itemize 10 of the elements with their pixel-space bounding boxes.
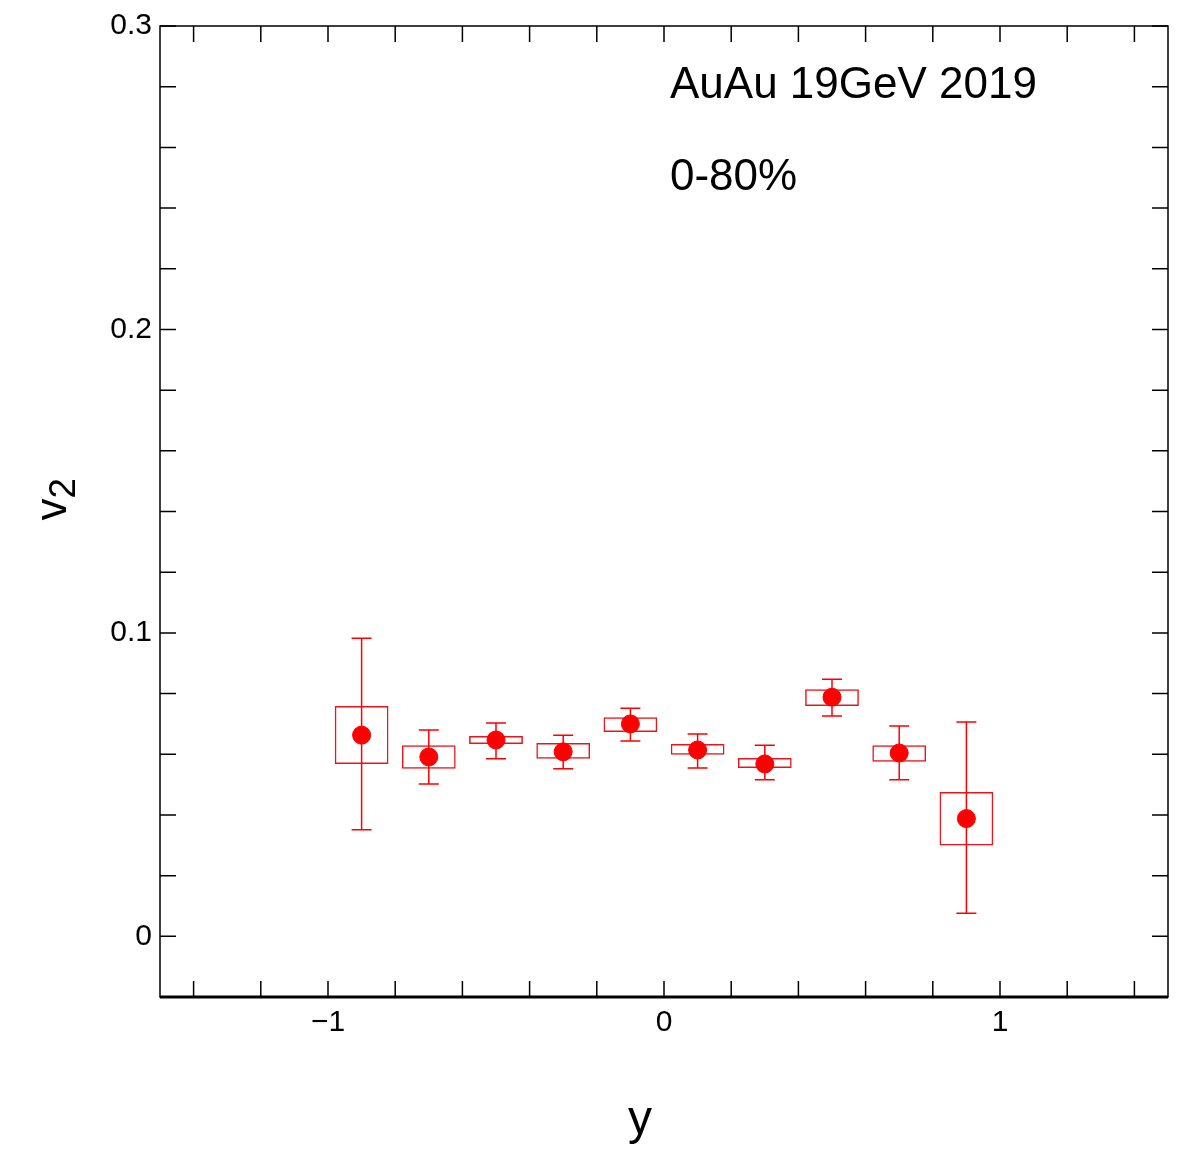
x-tick-label: −1 bbox=[310, 1004, 346, 1038]
y-tick-label: 0.2 bbox=[110, 310, 152, 344]
y-tick-label: 0.3 bbox=[110, 7, 152, 41]
x-tick-label: 1 bbox=[991, 1004, 1009, 1038]
annotation: AuAu 19GeV 2019 bbox=[670, 58, 1037, 108]
x-tick-label: 0 bbox=[655, 1004, 673, 1038]
y-tick-label: 0.1 bbox=[110, 614, 152, 648]
annotation: 0-80% bbox=[670, 150, 798, 200]
x-axis-title: y bbox=[627, 1090, 653, 1145]
y-tick-label: 0 bbox=[135, 917, 152, 951]
